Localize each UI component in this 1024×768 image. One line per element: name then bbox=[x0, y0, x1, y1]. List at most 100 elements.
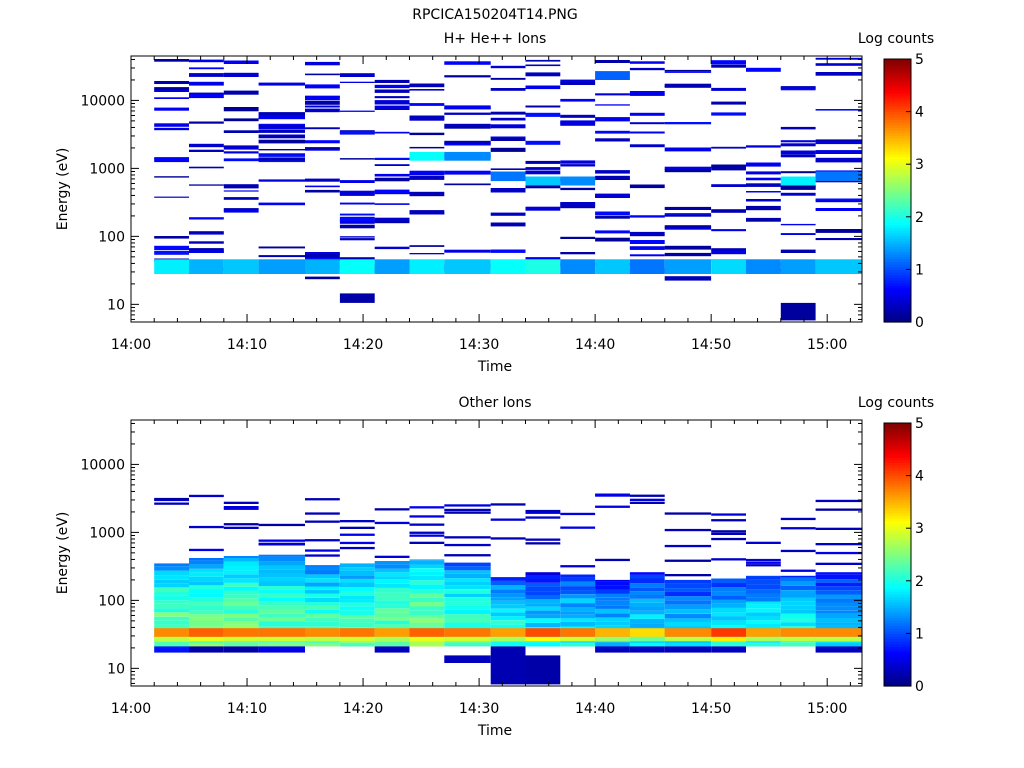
heatmap-cell bbox=[711, 641, 746, 647]
heatmap-cell bbox=[780, 192, 816, 196]
colorbar-segment bbox=[884, 143, 911, 147]
heatmap-cell bbox=[560, 594, 596, 599]
heatmap-cell bbox=[629, 240, 665, 244]
heatmap-cell bbox=[409, 618, 445, 623]
heatmap-cell bbox=[629, 494, 665, 497]
heatmap-cell bbox=[490, 168, 526, 170]
heatmap-cell bbox=[223, 506, 259, 509]
heatmap-cell bbox=[223, 617, 259, 622]
heatmap-cell bbox=[490, 589, 526, 594]
heatmap-cell bbox=[374, 131, 410, 134]
heatmap-cell bbox=[305, 185, 340, 188]
heatmap-cell bbox=[490, 620, 526, 625]
heatmap-cell bbox=[258, 581, 305, 586]
heatmap-cell bbox=[374, 600, 410, 605]
heatmap-cell bbox=[374, 608, 410, 613]
heatmap-cell bbox=[711, 530, 746, 533]
heatmap-cell bbox=[664, 646, 712, 653]
heatmap-cell bbox=[374, 587, 410, 593]
heatmap-cell bbox=[374, 164, 410, 166]
heatmap-cell bbox=[258, 593, 305, 598]
heatmap-cell bbox=[305, 252, 340, 255]
colorbar-segment bbox=[884, 216, 911, 221]
heatmap-cell bbox=[664, 596, 712, 601]
colorbar-segment bbox=[884, 638, 911, 642]
heatmap-cell bbox=[490, 577, 526, 581]
heatmap-cell bbox=[305, 549, 340, 552]
colorbar-segment bbox=[884, 214, 911, 218]
heatmap-cell bbox=[595, 597, 630, 601]
heatmap-cell bbox=[780, 601, 816, 606]
heatmap-cell bbox=[595, 585, 630, 590]
heatmap-cell bbox=[444, 543, 491, 547]
heatmap-cell bbox=[815, 109, 862, 111]
heatmap-cell bbox=[154, 158, 189, 163]
colorbar-segment bbox=[884, 300, 911, 305]
heatmap-cell bbox=[258, 609, 305, 614]
heatmap-cell bbox=[711, 87, 746, 91]
colorbar-frame bbox=[883, 422, 912, 687]
heatmap-cell bbox=[711, 596, 746, 600]
heatmap-cell bbox=[490, 147, 526, 152]
heatmap-cell bbox=[815, 229, 862, 233]
heatmap-cell bbox=[305, 105, 340, 108]
heatmap-cell bbox=[560, 236, 596, 239]
colorbar-segment bbox=[884, 462, 911, 466]
colorbar-segment bbox=[884, 290, 911, 294]
heatmap-cell bbox=[780, 185, 816, 190]
heatmap-cell bbox=[444, 170, 491, 175]
heatmap-cell bbox=[223, 561, 259, 566]
heatmap-cell bbox=[629, 254, 665, 257]
heatmap-cell bbox=[339, 293, 375, 303]
heatmap-cell bbox=[444, 183, 491, 186]
heatmap-cell bbox=[409, 523, 445, 526]
heatmap-cell bbox=[444, 570, 491, 574]
heatmap-cell bbox=[815, 598, 862, 603]
colorbar-segment bbox=[884, 491, 911, 495]
heatmap-cell bbox=[258, 179, 305, 182]
heatmap-cell bbox=[746, 628, 781, 637]
x-tick-label: 14:40 bbox=[575, 701, 615, 717]
heatmap-cell bbox=[258, 127, 305, 130]
colorbar-segment bbox=[884, 235, 911, 239]
heatmap-cell bbox=[780, 636, 816, 642]
heatmap-cell bbox=[525, 176, 561, 186]
colorbar-segment bbox=[884, 248, 911, 252]
heatmap-cell bbox=[444, 636, 491, 642]
heatmap-cell bbox=[664, 259, 712, 274]
heatmap-cell bbox=[629, 591, 665, 595]
heatmap-cell bbox=[409, 584, 445, 590]
colorbar-segment bbox=[884, 683, 911, 687]
heatmap-cell bbox=[444, 504, 491, 507]
colorbar-segment bbox=[884, 211, 911, 215]
colorbar-segment bbox=[884, 132, 911, 136]
heatmap-cell bbox=[409, 575, 445, 581]
heatmap-cell bbox=[746, 199, 781, 202]
colorbar-tick-label: 5 bbox=[915, 52, 924, 68]
colorbar-segment bbox=[884, 314, 911, 318]
heatmap-cell bbox=[525, 259, 561, 274]
heatmap-cell bbox=[339, 590, 375, 596]
heatmap-cell bbox=[189, 626, 224, 631]
heatmap-cell bbox=[374, 612, 410, 617]
heatmap-cell bbox=[490, 580, 526, 585]
heatmap-cell bbox=[560, 202, 596, 206]
colorbar-segment bbox=[884, 253, 911, 257]
heatmap-cell bbox=[305, 601, 340, 606]
colorbar-segment bbox=[884, 541, 911, 545]
heatmap-cell bbox=[409, 175, 445, 180]
colorbar-segment bbox=[884, 557, 911, 561]
heatmap-cell bbox=[560, 603, 596, 608]
heatmap-cell bbox=[444, 655, 491, 663]
colorbar-segment bbox=[884, 586, 911, 590]
heatmap-cell bbox=[560, 611, 596, 615]
heatmap-cell bbox=[154, 595, 189, 601]
colorbar-segment bbox=[884, 536, 911, 540]
colorbar-segment bbox=[884, 227, 911, 231]
heatmap-cell bbox=[154, 123, 189, 127]
heatmap-cell bbox=[189, 643, 224, 647]
colorbar-segment bbox=[884, 266, 911, 270]
heatmap-cell bbox=[711, 603, 746, 608]
heatmap-cell bbox=[154, 641, 189, 647]
colorbar-segment bbox=[884, 64, 911, 68]
